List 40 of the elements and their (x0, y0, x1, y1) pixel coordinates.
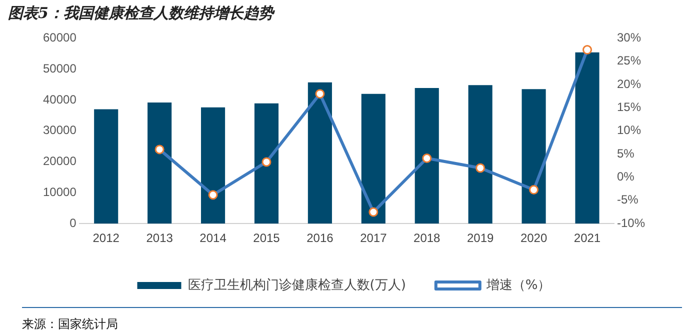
x-tick-label: 2015 (253, 231, 280, 246)
x-tick-label: 2013 (146, 231, 174, 246)
bar (308, 82, 332, 224)
y2-tick-label: 20% (616, 76, 642, 91)
bar (94, 109, 118, 224)
y-tick-label: 0 (70, 216, 77, 230)
y-tick-label: 60000 (42, 30, 77, 45)
y-tick-label: 50000 (42, 61, 77, 76)
y-tick-label: 10000 (42, 185, 77, 200)
y2-tick-label: 0% (616, 170, 635, 184)
bar (361, 94, 386, 224)
bar (522, 89, 546, 224)
x-tick-label: 2018 (414, 231, 441, 246)
bar (575, 52, 600, 224)
x-tick-label: 2019 (466, 231, 494, 246)
x-tick-label: 2012 (92, 231, 120, 246)
y-tick-label: 40000 (42, 92, 77, 106)
y-tick-label: 20000 (42, 154, 77, 168)
x-tick-label: 2017 (360, 231, 388, 246)
y2-tick-label: 25% (616, 54, 642, 68)
legend-label: 增速（%） (485, 278, 551, 293)
bar (148, 102, 172, 224)
legend-label: 医疗卫生机构门诊健康检查人数(万人) (188, 276, 406, 293)
x-tick-label: 2021 (574, 231, 601, 246)
bar (414, 88, 439, 224)
x-tick-label: 2014 (200, 231, 227, 246)
x-tick-label: 2016 (306, 231, 334, 246)
y2-tick-label: -5% (616, 192, 639, 207)
x-tick-label: 2020 (520, 231, 548, 246)
y2-tick-label: 15% (616, 100, 642, 114)
source-note: 来源：国家统计局 (22, 307, 682, 333)
bar (200, 107, 226, 224)
bar (468, 85, 492, 224)
chart-title: 图表5：我国健康检查人数维持增长趋势 (8, 4, 274, 23)
y2-tick-label: 10% (616, 123, 642, 138)
y2-tick-label: 5% (616, 146, 635, 160)
y2-tick-label: -10% (616, 216, 646, 230)
y-tick-label: 30000 (42, 123, 77, 138)
y2-tick-label: 30% (616, 30, 642, 45)
bar (254, 103, 279, 224)
